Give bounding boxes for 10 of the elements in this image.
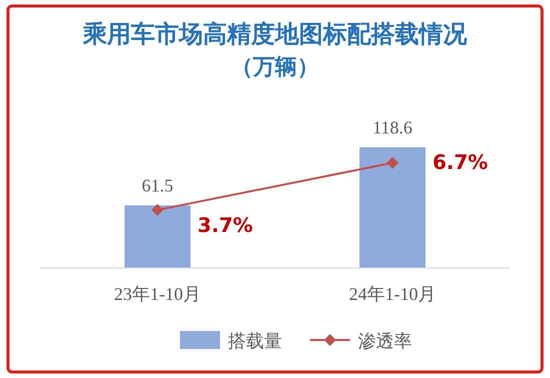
data-label: 118.6 bbox=[372, 117, 412, 138]
data-label: 61.5 bbox=[142, 175, 174, 196]
x-tick-label: 23年1-10月 bbox=[114, 284, 201, 304]
legend-label: 搭载量 bbox=[228, 331, 282, 352]
chart-title: 乘用车市场高精度地图标配搭载情况 bbox=[82, 20, 468, 48]
data-label: 3.7% bbox=[198, 212, 253, 237]
legend-label: 渗透率 bbox=[358, 331, 412, 352]
data-label: 6.7% bbox=[432, 150, 488, 174]
chart-subtitle: （万辆） bbox=[231, 55, 319, 80]
x-tick-label: 24年1-10月 bbox=[349, 284, 436, 304]
